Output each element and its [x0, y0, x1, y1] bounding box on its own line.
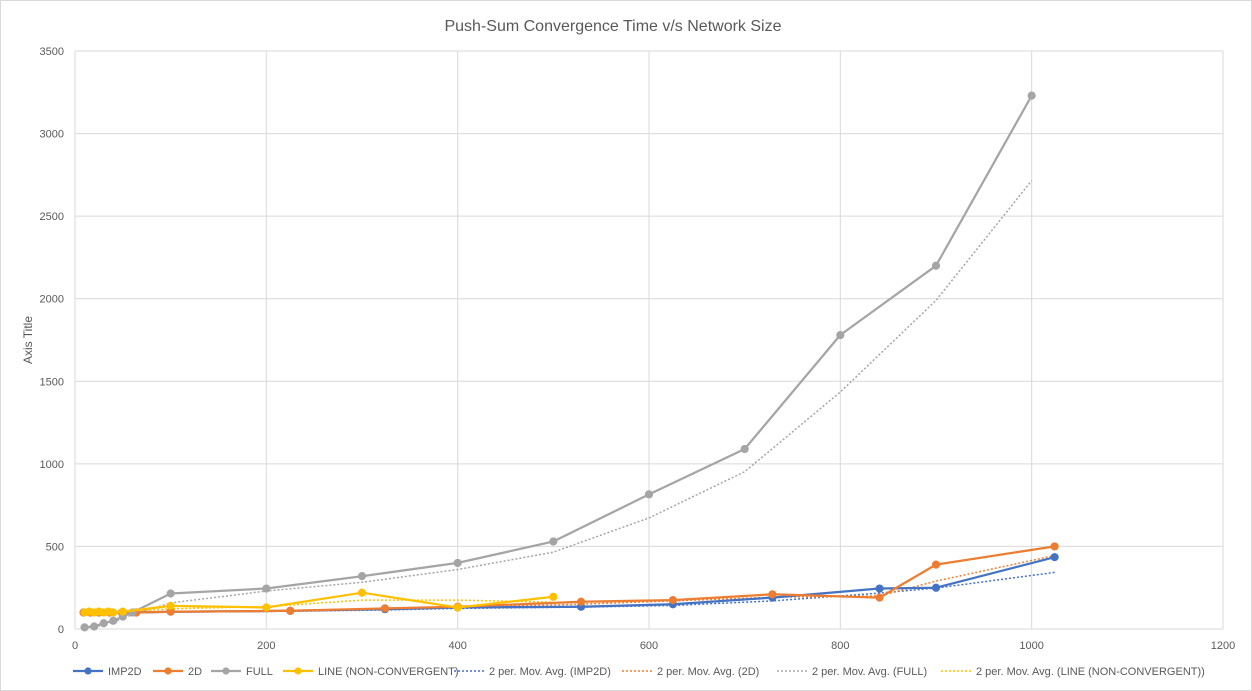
legend-label: 2 per. Mov. Avg. (2D) — [657, 666, 759, 678]
y-tick-label: 0 — [58, 624, 64, 636]
data-point — [99, 619, 108, 628]
legend-entry: 2D — [153, 666, 202, 678]
series-line — [84, 95, 1033, 629]
y-tick-label: 3500 — [40, 46, 64, 58]
legend-entry: 2 per. Mov. Avg. (2D) — [622, 666, 759, 678]
gridlines — [74, 50, 1224, 630]
x-tick-label: 1000 — [1019, 640, 1043, 652]
data-point — [109, 616, 118, 625]
data-point — [549, 592, 558, 601]
legend-entry: 2 per. Mov. Avg. (IMP2D) — [454, 666, 611, 678]
data-point — [768, 590, 777, 599]
data-point — [166, 601, 175, 610]
data-point — [90, 622, 99, 631]
data-point — [109, 608, 118, 617]
data-point — [262, 603, 271, 612]
data-point — [644, 490, 654, 499]
legend-label: IMP2D — [108, 666, 142, 678]
legend-label: 2 per. Mov. Avg. (FULL) — [812, 666, 927, 678]
data-point — [836, 330, 845, 340]
series-group — [79, 542, 1059, 617]
legend-entry: 2 per. Mov. Avg. (LINE (NON-CONVERGENT)) — [941, 666, 1205, 678]
trendline — [93, 180, 1033, 628]
data-point — [740, 444, 749, 454]
y-tick-label: 2000 — [40, 294, 64, 306]
data-point — [380, 604, 390, 613]
legend-label: FULL — [246, 666, 273, 678]
data-series — [79, 91, 1059, 632]
data-point — [875, 584, 884, 593]
legend-marker — [294, 667, 302, 675]
x-tick-label: 800 — [831, 640, 849, 652]
legend-label: 2D — [188, 666, 202, 678]
x-tick-label: 600 — [640, 640, 658, 652]
x-tick-label: 0 — [72, 640, 78, 652]
series-line — [83, 545, 1055, 614]
data-point — [286, 606, 295, 615]
data-point — [118, 607, 127, 616]
data-point — [453, 558, 462, 568]
series-line — [83, 556, 1055, 614]
legend-label: 2 per. Mov. Avg. (LINE (NON-CONVERGENT)) — [976, 666, 1205, 678]
legend-marker — [164, 667, 172, 675]
legend-marker — [84, 667, 92, 675]
data-point — [166, 589, 175, 598]
data-point — [668, 596, 678, 605]
legend-label: 2 per. Mov. Avg. (IMP2D) — [489, 666, 611, 678]
legend-marker — [222, 667, 230, 675]
data-point — [931, 583, 941, 592]
data-point — [931, 560, 941, 569]
y-tick-label: 1500 — [40, 376, 64, 388]
data-point — [262, 584, 271, 593]
data-point — [1027, 91, 1036, 100]
x-tick-label: 200 — [257, 640, 275, 652]
data-point — [80, 623, 89, 632]
x-tick-label: 400 — [448, 640, 466, 652]
y-axis-title: Axis Title — [21, 316, 35, 364]
legend-entry: 2 per. Mov. Avg. (FULL) — [777, 666, 927, 678]
x-tick-label: 1200 — [1211, 640, 1235, 652]
series-group — [80, 91, 1036, 632]
y-tick-label: 500 — [46, 541, 64, 553]
legend-entry: IMP2D — [73, 666, 142, 678]
trendlines — [89, 180, 1055, 628]
series-group — [80, 588, 558, 617]
data-point — [357, 588, 367, 597]
y-tick-label: 1000 — [40, 459, 64, 471]
chart-title: Push-Sum Convergence Time v/s Network Si… — [444, 18, 781, 35]
data-point — [453, 603, 462, 612]
axis-ticks: 0 500 1000 1500 2000 2500 3000 3500 0 200 400 600 80… — [40, 46, 1236, 652]
trendline — [90, 554, 1055, 614]
legend-entry: FULL — [211, 666, 273, 678]
data-point — [875, 593, 884, 602]
legend-entry: LINE (NON-CONVERGENT) — [283, 666, 459, 678]
data-point — [357, 572, 367, 581]
legend: IMP2D 2D FULL LINE (NON-CONVERGENT) 2 per. M… — [73, 666, 1205, 678]
legend-label: LINE (NON-CONVERGENT) — [318, 666, 459, 678]
data-point — [549, 537, 558, 546]
y-tick-label: 2500 — [40, 211, 64, 223]
y-tick-label: 3000 — [40, 129, 64, 141]
data-point — [931, 261, 941, 270]
data-point — [1050, 542, 1059, 551]
data-point — [1050, 553, 1059, 562]
data-point — [576, 597, 586, 606]
